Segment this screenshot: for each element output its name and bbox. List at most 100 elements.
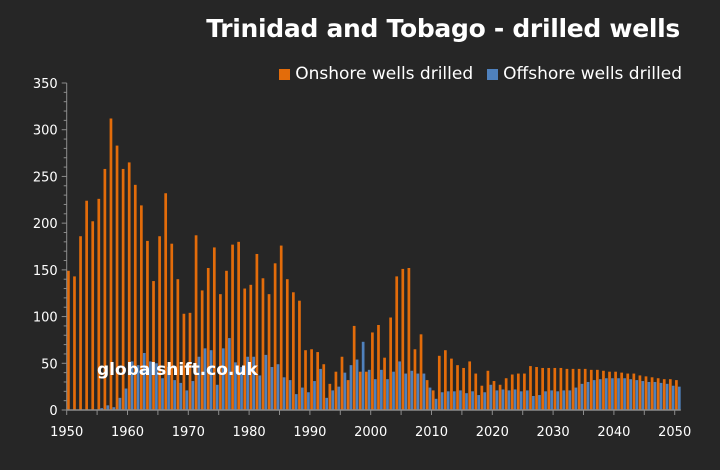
onshore-bar-1960: [127, 162, 131, 410]
offshore-bar-2047: [659, 382, 663, 410]
offshore-bar-2023: [513, 389, 517, 410]
legend-label-offshore: Offshore wells drilled: [503, 64, 682, 84]
x-tick-label: 2040: [597, 425, 630, 440]
y-tick-label: 250: [33, 170, 58, 185]
onshore-bar-1987: [292, 292, 295, 410]
onshore-bar-1993: [328, 383, 332, 410]
offshore-bar-1956: [106, 405, 110, 410]
onshore-bar-2048: [662, 379, 666, 410]
offshore-bar-2006: [410, 370, 414, 410]
onshore-bar-2049: [668, 379, 672, 410]
onshore-bar-1985: [279, 245, 283, 410]
onshore-bar-2005: [401, 268, 405, 410]
offshore-bar-2016: [471, 391, 474, 410]
x-tick-label: 2030: [537, 425, 570, 440]
offshore-bar-1967: [173, 380, 177, 410]
offshore-bar-1979: [246, 356, 249, 410]
offshore-bar-2011: [440, 392, 444, 410]
onshore-bar-1950: [67, 270, 70, 410]
onshore-bar-2022: [504, 378, 508, 410]
onshore-bar-2026: [529, 366, 532, 410]
onshore-bar-2021: [498, 384, 502, 410]
onshore-bar-1995: [340, 356, 344, 410]
offshore-bar-1972: [203, 348, 207, 410]
offshore-bar-1987: [294, 394, 298, 410]
onshore-bar-2024: [516, 373, 520, 410]
onshore-bar-2046: [650, 377, 654, 410]
onshore-bar-1992: [322, 364, 326, 410]
offshore-bar-1996: [349, 365, 353, 410]
offshore-bar-1968: [179, 382, 183, 410]
onshore-bar-2038: [602, 370, 605, 410]
offshore-bar-1976: [228, 338, 231, 410]
onshore-bar-1971: [194, 235, 198, 410]
offshore-bar-2049: [671, 385, 675, 410]
x-tick-label: 1960: [111, 425, 144, 440]
x-tick-label: 1970: [172, 425, 205, 440]
onshore-bar-1955: [97, 198, 101, 410]
onshore-bar-1979: [243, 288, 247, 410]
offshore-bar-2018: [483, 392, 487, 410]
offshore-bar-1997: [355, 359, 359, 410]
onshore-bar-1954: [91, 221, 95, 410]
offshore-bar-2028: [544, 391, 547, 410]
offshore-bar-1982: [264, 354, 268, 410]
onshore-bar-2040: [614, 371, 617, 410]
offshore-bar-2005: [404, 373, 408, 410]
offshore-bar-1992: [325, 397, 329, 410]
offshore-bar-1961: [136, 365, 140, 410]
onshore-bar-1967: [170, 243, 174, 410]
offshore-bar-2019: [489, 384, 493, 410]
onshore-bar-2008: [419, 334, 423, 410]
y-tick-label: 0: [49, 404, 57, 419]
legend-swatch-offshore: [487, 68, 499, 80]
onshore-bar-1984: [273, 263, 277, 410]
y-tick-label: 100: [33, 311, 58, 326]
offshore-bar-1963: [148, 361, 152, 410]
offshore-bar-1980: [252, 356, 256, 410]
onshore-bar-1956: [103, 168, 107, 410]
offshore-bar-2004: [398, 361, 401, 410]
offshore-bar-1955: [100, 408, 104, 410]
y-tick-label: 200: [33, 217, 58, 232]
onshore-bar-1966: [164, 193, 168, 410]
onshore-bar-1988: [298, 300, 301, 410]
offshore-bar-1981: [258, 375, 262, 410]
offshore-bar-2035: [586, 381, 590, 410]
onshore-bar-1998: [358, 371, 362, 410]
offshore-bar-1985: [282, 377, 286, 410]
onshore-bar-2050: [675, 380, 678, 410]
onshore-bar-2019: [486, 370, 490, 410]
onshore-bar-2011: [437, 355, 441, 410]
onshore-bar-2013: [450, 358, 453, 410]
onshore-bar-2039: [608, 371, 611, 410]
legend: Onshore wells drilled Offshore wells dri…: [265, 64, 682, 84]
offshore-bar-1973: [209, 350, 213, 410]
onshore-bar-2027: [535, 367, 538, 410]
onshore-bar-2047: [656, 378, 660, 410]
onshore-bar-2007: [413, 349, 417, 410]
offshore-bar-2037: [598, 379, 602, 410]
onshore-bar-1970: [188, 312, 192, 410]
x-tick-label: 1950: [50, 425, 83, 440]
offshore-bar-2042: [629, 379, 633, 410]
onshore-bar-1973: [206, 267, 210, 410]
offshore-bar-2000: [373, 379, 377, 410]
onshore-bar-2018: [480, 385, 484, 410]
watermark: globalshift.co.uk: [97, 360, 258, 380]
offshore-bar-1988: [300, 387, 304, 410]
offshore-bar-2041: [623, 378, 626, 410]
offshore-bar-1995: [343, 372, 347, 410]
onshore-bar-2033: [571, 368, 575, 410]
offshore-bar-1959: [124, 388, 128, 410]
offshore-bar-1971: [197, 356, 201, 410]
x-tick-label: 1990: [293, 425, 326, 440]
onshore-bar-1961: [133, 184, 137, 410]
offshore-bar-2038: [604, 378, 608, 410]
onshore-bar-1953: [85, 200, 88, 410]
onshore-bar-2014: [456, 365, 459, 410]
onshore-bar-1958: [115, 145, 119, 410]
offshore-bar-2007: [416, 373, 420, 410]
offshore-bar-2014: [459, 390, 462, 410]
offshore-bar-2017: [477, 395, 481, 410]
